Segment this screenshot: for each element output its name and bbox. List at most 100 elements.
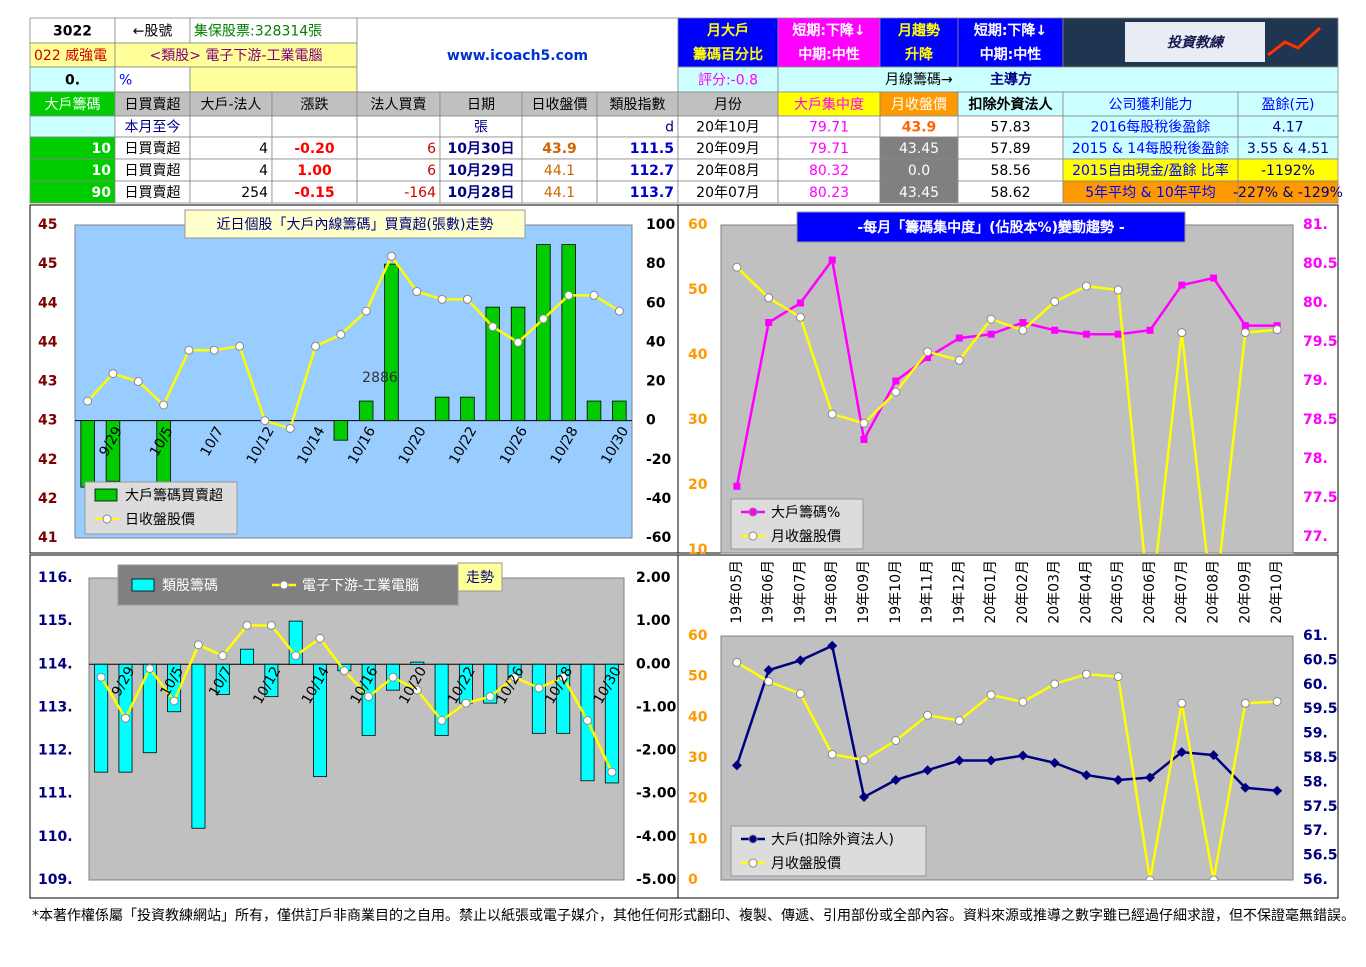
tick-label: 0 (688, 872, 698, 888)
cell-text: 79.71 (809, 141, 849, 157)
marker (1209, 875, 1219, 880)
bar (191, 663, 206, 829)
marker (733, 482, 741, 490)
tick-label: 44 (38, 295, 58, 311)
cell-bg (29, 17, 116, 44)
marker (120, 713, 130, 723)
cell-text: 類股指數 (610, 97, 666, 113)
tick-label: -2.00 (636, 743, 677, 759)
legend-swatch (102, 514, 112, 524)
marker (513, 337, 523, 347)
chart-title: 走勢 (466, 570, 494, 586)
marker (1018, 697, 1028, 707)
bar (536, 244, 551, 422)
marker (1114, 330, 1122, 338)
cell-text: -0.15 (294, 185, 334, 201)
bar (358, 400, 374, 422)
marker (235, 341, 245, 351)
header-text: 月大戶 (706, 22, 749, 39)
legend-label: 類股籌碼 (162, 578, 218, 594)
cell-text: 日買賣超 (125, 185, 181, 201)
cell-text: 3.55 & 4.51 (1247, 141, 1329, 157)
tick-label: 20 (688, 791, 708, 807)
marker (1081, 281, 1091, 291)
marker (1081, 770, 1092, 781)
cell-bg (29, 115, 116, 138)
bar (410, 661, 425, 665)
tick-label: 79.5 (1303, 334, 1338, 350)
marker (731, 760, 742, 771)
marker (412, 287, 422, 297)
tick-label: 77. (1303, 529, 1328, 545)
marker (1050, 297, 1060, 307)
cell-bg (677, 91, 779, 117)
marker (1240, 698, 1250, 708)
marker (1178, 281, 1186, 289)
legend-label: 大戶(扣除外資法人) (771, 832, 894, 848)
legend-label: 大戶籌碼買賣超 (125, 488, 223, 504)
cell-text: 022 威強電 (34, 48, 107, 64)
tick-label: 80 (646, 256, 666, 272)
header-text: 短期:下降↓ (792, 22, 865, 39)
tick-label: 44 (38, 334, 58, 350)
cell-bg (879, 91, 959, 117)
marker (859, 792, 869, 803)
marker (891, 387, 901, 397)
tick-label: 60 (688, 217, 708, 233)
marker (1210, 274, 1218, 282)
cell-text: 月份 (714, 97, 742, 113)
bar (586, 400, 602, 422)
x-tick-label: 20年04月 (1078, 560, 1094, 624)
header-text: 中期:中性 (798, 46, 860, 63)
cell-text: 20年10月 (696, 120, 760, 136)
marker (260, 416, 270, 426)
x-tick-label: 20年10月 (1269, 560, 1285, 624)
cell-bg (439, 91, 523, 117)
cell-bg (356, 17, 679, 93)
tick-label: 56.5 (1303, 848, 1338, 864)
cell-text: 本月至今 (125, 120, 181, 136)
tick-label: 57.5 (1303, 799, 1338, 815)
cell-text: 79.71 (809, 120, 849, 136)
x-tick-label: 20年08月 (1206, 560, 1222, 624)
legend-swatch (279, 580, 289, 590)
legend-box (730, 498, 864, 550)
x-tick-label: 20年09月 (1237, 560, 1253, 624)
cell-text: -227% & -129% (1233, 185, 1343, 201)
marker (732, 262, 742, 272)
cell-text: 44.1 (544, 163, 575, 179)
cell-bg (596, 91, 679, 117)
tick-label: 116. (38, 570, 73, 586)
line (736, 661, 1278, 880)
bar (434, 396, 450, 422)
cell-text: 日買賣超 (125, 141, 181, 157)
cell-text: 10 (92, 141, 112, 157)
marker (1049, 757, 1060, 768)
marker (311, 341, 321, 351)
tick-label: 60. (1303, 677, 1328, 693)
cell-bg (189, 17, 358, 44)
header-text: 升降 (905, 46, 934, 63)
tick-label: 60.5 (1303, 652, 1338, 668)
tick-label: 43 (38, 374, 57, 390)
cell-text: 80.32 (809, 163, 849, 179)
tick-label: 43 (38, 413, 57, 429)
marker (795, 655, 806, 666)
cell-bg (271, 91, 358, 117)
marker (1017, 750, 1028, 761)
tick-label: -1.00 (636, 699, 677, 715)
cell-text: -164 (404, 185, 436, 201)
marker (1240, 328, 1250, 338)
marker (1241, 322, 1249, 330)
bar (604, 663, 619, 784)
legend-label: 電子下游-工業電腦 (302, 578, 419, 594)
cell-text: 扣除外資法人 (969, 96, 1054, 113)
tick-label: 40 (688, 709, 708, 725)
x-tick-label: 20年05月 (1110, 560, 1126, 624)
line (100, 624, 613, 773)
cell-bg (271, 115, 358, 138)
marker (1113, 285, 1123, 295)
marker (955, 334, 963, 342)
chart-title: -每月「籌碼集中度」(佔股本%)變動趨勢 - (857, 219, 1125, 236)
